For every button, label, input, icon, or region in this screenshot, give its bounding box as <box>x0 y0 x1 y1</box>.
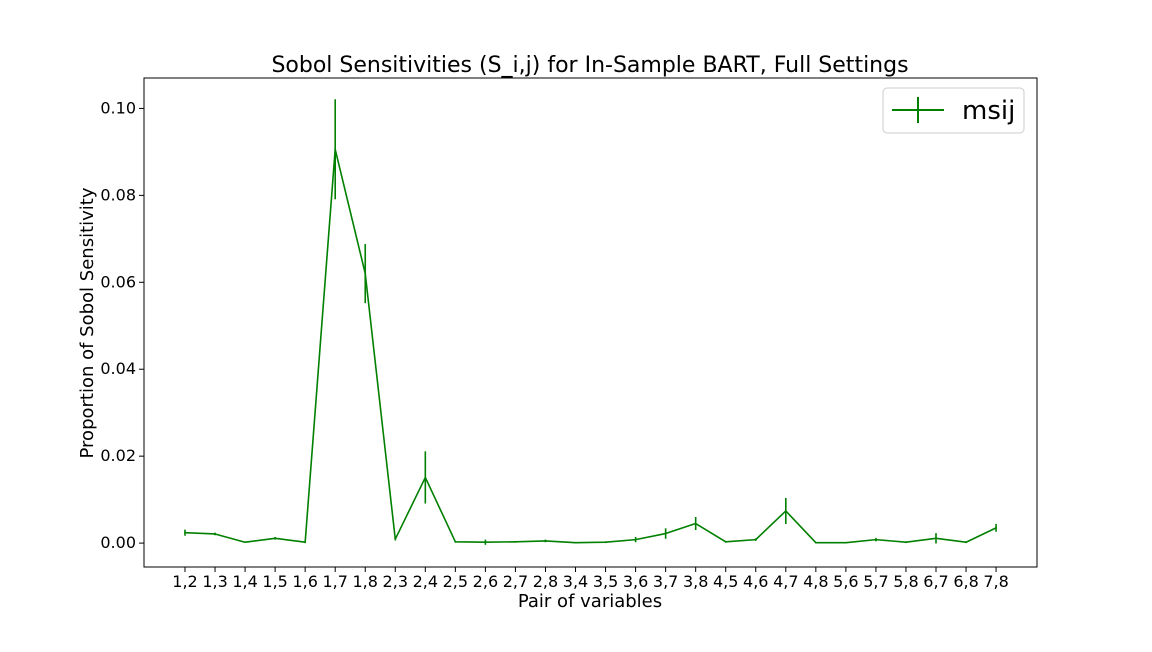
data-point <box>604 541 607 544</box>
chart-title: Sobol Sensitivities (S_i,j) for In-Sampl… <box>271 53 908 78</box>
plot-frame <box>143 77 1038 568</box>
y-tick-label: 0.08 <box>100 185 136 204</box>
data-point <box>754 538 757 541</box>
x-tick-label: 1,5 <box>262 572 287 591</box>
data-point <box>634 538 637 541</box>
plot-area: 0.00 0.02 0.04 0.06 0.08 0.10 1,2 1,3 1,4 1,5 1,6… <box>100 77 1038 591</box>
x-tick-label: 2,5 <box>443 572 468 591</box>
x-tick-label: 3,4 <box>563 572 588 591</box>
y-tick-label: 0.04 <box>100 359 136 378</box>
x-tick-label: 4,7 <box>773 572 798 591</box>
data-point <box>454 540 457 543</box>
x-tick-label: 5,7 <box>863 572 888 591</box>
data-point <box>274 537 276 540</box>
data-point <box>334 148 337 151</box>
x-tick-label: 1,3 <box>202 572 227 591</box>
x-tick-label: 2,8 <box>533 572 558 591</box>
x-tick-label: 5,8 <box>893 572 918 591</box>
data-point <box>424 476 427 479</box>
x-tick-label: 2,6 <box>473 572 498 591</box>
data-point <box>364 272 367 275</box>
legend-label-msij: msij <box>962 96 1015 126</box>
x-tick-label: 1,7 <box>322 572 347 591</box>
x-tick-label: 1,2 <box>172 572 197 591</box>
data-point <box>935 537 937 540</box>
legend: msij <box>882 87 1025 134</box>
y-tick-label: 0.00 <box>100 533 136 552</box>
x-tick-label: 5,6 <box>833 572 858 591</box>
x-tick-label: 3,7 <box>653 572 678 591</box>
data-point <box>875 538 877 541</box>
x-tick-label: 2,3 <box>383 572 408 591</box>
data-point <box>574 541 577 544</box>
data-point <box>514 540 517 543</box>
x-tick-label: 1,4 <box>232 572 257 591</box>
x-tick-label: 2,4 <box>413 572 438 591</box>
data-point <box>694 522 697 525</box>
data-point <box>845 541 847 544</box>
x-tick-label: 4,6 <box>743 572 768 591</box>
data-point <box>214 533 216 535</box>
x-tick-label: 2,7 <box>503 572 528 591</box>
y-axis-ticks: 0.00 0.02 0.04 0.06 0.08 0.10 <box>100 98 144 552</box>
x-axis-ticks: 1,2 1,3 1,4 1,5 1,6 1,7 1,8 2,3 2,4 2,5 2,6 2,7 2,8 3… <box>172 567 1009 591</box>
series-layer <box>184 99 997 545</box>
data-point <box>304 541 306 544</box>
x-tick-label: 1,6 <box>292 572 317 591</box>
series-line-msij <box>184 148 997 544</box>
x-tick-label: 4,5 <box>713 572 738 591</box>
data-point <box>724 540 727 543</box>
x-tick-label: 6,7 <box>923 572 948 591</box>
data-point <box>905 541 907 544</box>
data-point <box>484 541 487 544</box>
y-tick-label: 0.06 <box>100 272 136 291</box>
data-point <box>785 510 787 512</box>
data-point <box>664 532 667 535</box>
x-tick-label: 3,8 <box>683 572 708 591</box>
x-tick-label: 7,8 <box>983 572 1008 591</box>
y-axis-label: Proportion of Sobol Sensitivity <box>77 187 98 458</box>
data-point <box>544 540 547 542</box>
data-point <box>184 531 186 534</box>
data-point <box>965 541 967 544</box>
x-tick-label: 3,6 <box>623 572 648 591</box>
x-tick-label: 3,5 <box>593 572 618 591</box>
y-tick-label: 0.10 <box>100 98 136 117</box>
x-axis-label: Pair of variables <box>518 591 662 612</box>
x-tick-label: 1,8 <box>353 572 378 591</box>
data-point <box>244 541 246 544</box>
data-point <box>815 541 817 544</box>
x-tick-label: 4,8 <box>803 572 828 591</box>
data-point <box>995 527 997 529</box>
y-tick-label: 0.02 <box>100 446 136 465</box>
x-tick-label: 6,8 <box>953 572 978 591</box>
data-point <box>394 538 397 540</box>
